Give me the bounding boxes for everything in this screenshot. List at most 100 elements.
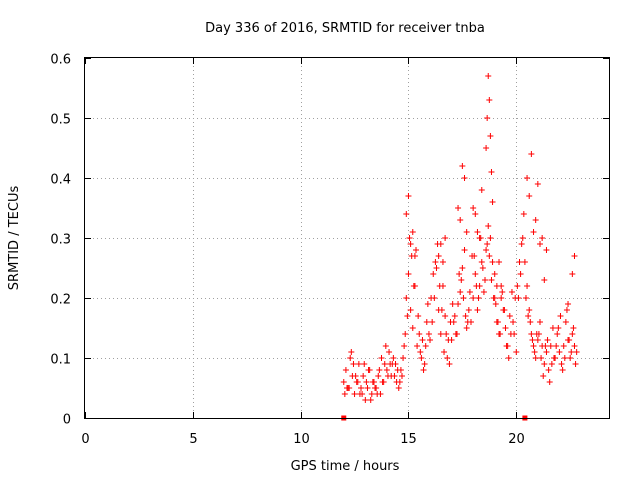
data-point	[512, 295, 519, 301]
data-point	[347, 355, 354, 361]
data-point	[433, 265, 440, 271]
data-point	[462, 313, 469, 319]
data-point	[411, 253, 418, 259]
data-point	[348, 349, 355, 355]
data-point	[395, 385, 402, 391]
data-point	[561, 355, 568, 361]
y-tick-label: 0.3	[50, 233, 71, 248]
x-tick-label: 15	[400, 432, 417, 447]
data-point	[565, 301, 572, 307]
data-point	[493, 283, 500, 289]
data-point	[418, 355, 425, 361]
data-point	[476, 235, 483, 241]
data-point	[456, 271, 463, 277]
data-point	[568, 349, 575, 355]
data-point	[483, 145, 490, 151]
data-point	[437, 241, 444, 247]
data-point	[341, 391, 348, 397]
data-point	[524, 175, 531, 181]
data-point	[530, 229, 537, 235]
data-point	[421, 361, 428, 367]
data-point	[543, 247, 550, 253]
data-point	[567, 355, 574, 361]
data-point	[445, 337, 452, 343]
axis-ticks: 0 0.1 0.2 0.3 0.4 0.5 0.6 0 5 10 15 20	[50, 53, 609, 447]
data-point	[443, 331, 450, 337]
data-point	[475, 295, 482, 301]
data-point	[486, 97, 493, 103]
data-point	[432, 259, 439, 265]
data-point	[541, 277, 548, 283]
data-point	[406, 235, 413, 241]
data-point	[427, 337, 434, 343]
data-point	[358, 385, 365, 391]
data-point	[569, 271, 576, 277]
data-point	[570, 325, 577, 331]
data-point	[503, 343, 510, 349]
data-point	[466, 289, 473, 295]
data-point	[449, 301, 456, 307]
plot-frame	[84, 57, 610, 419]
data-point	[513, 349, 520, 355]
x-tick-label: 10	[293, 432, 310, 447]
data-point	[375, 373, 382, 379]
data-point	[360, 373, 367, 379]
data-point	[522, 295, 529, 301]
data-point	[507, 331, 514, 337]
data-point	[365, 367, 372, 373]
data-point	[472, 271, 479, 277]
data-point	[404, 313, 411, 319]
data-point	[536, 319, 543, 325]
data-point	[488, 277, 495, 283]
data-point	[374, 391, 381, 397]
data-point	[528, 331, 535, 337]
data-point	[542, 343, 549, 349]
data-point	[378, 355, 385, 361]
data-point	[549, 325, 556, 331]
data-point	[491, 271, 498, 277]
data-point	[463, 229, 470, 235]
data-point	[459, 265, 466, 271]
data-point	[390, 355, 397, 361]
data-point	[464, 319, 471, 325]
data-point	[559, 367, 566, 373]
data-point	[453, 331, 460, 337]
data-point	[519, 235, 526, 241]
data-point	[417, 349, 424, 355]
data-point	[473, 283, 480, 289]
data-point	[356, 391, 363, 397]
data-point	[428, 295, 435, 301]
data-point	[488, 169, 495, 175]
data-point	[361, 361, 368, 367]
data-point	[387, 361, 394, 367]
data-point	[532, 217, 539, 223]
data-point	[563, 307, 570, 313]
data-point	[409, 229, 416, 235]
data-point	[439, 259, 446, 265]
data-point	[569, 331, 576, 337]
data-point	[573, 349, 580, 355]
data-point	[526, 193, 533, 199]
data-point	[420, 367, 427, 373]
data-point	[350, 361, 357, 367]
data-point	[386, 349, 393, 355]
data-point	[548, 361, 555, 367]
data-point	[416, 331, 423, 337]
data-point	[545, 367, 552, 373]
data-point	[469, 253, 476, 259]
data-point	[383, 367, 390, 373]
data-point	[486, 253, 493, 259]
data-point	[530, 343, 537, 349]
data-point	[419, 337, 426, 343]
data-point	[470, 295, 477, 301]
data-point	[391, 373, 398, 379]
data-point	[494, 319, 501, 325]
data-point	[540, 373, 547, 379]
data-point	[485, 73, 492, 79]
data-point	[413, 247, 420, 253]
data-point	[527, 319, 534, 325]
data-point	[442, 235, 449, 241]
data-point	[498, 295, 505, 301]
data-point	[459, 163, 466, 169]
data-point	[352, 373, 359, 379]
